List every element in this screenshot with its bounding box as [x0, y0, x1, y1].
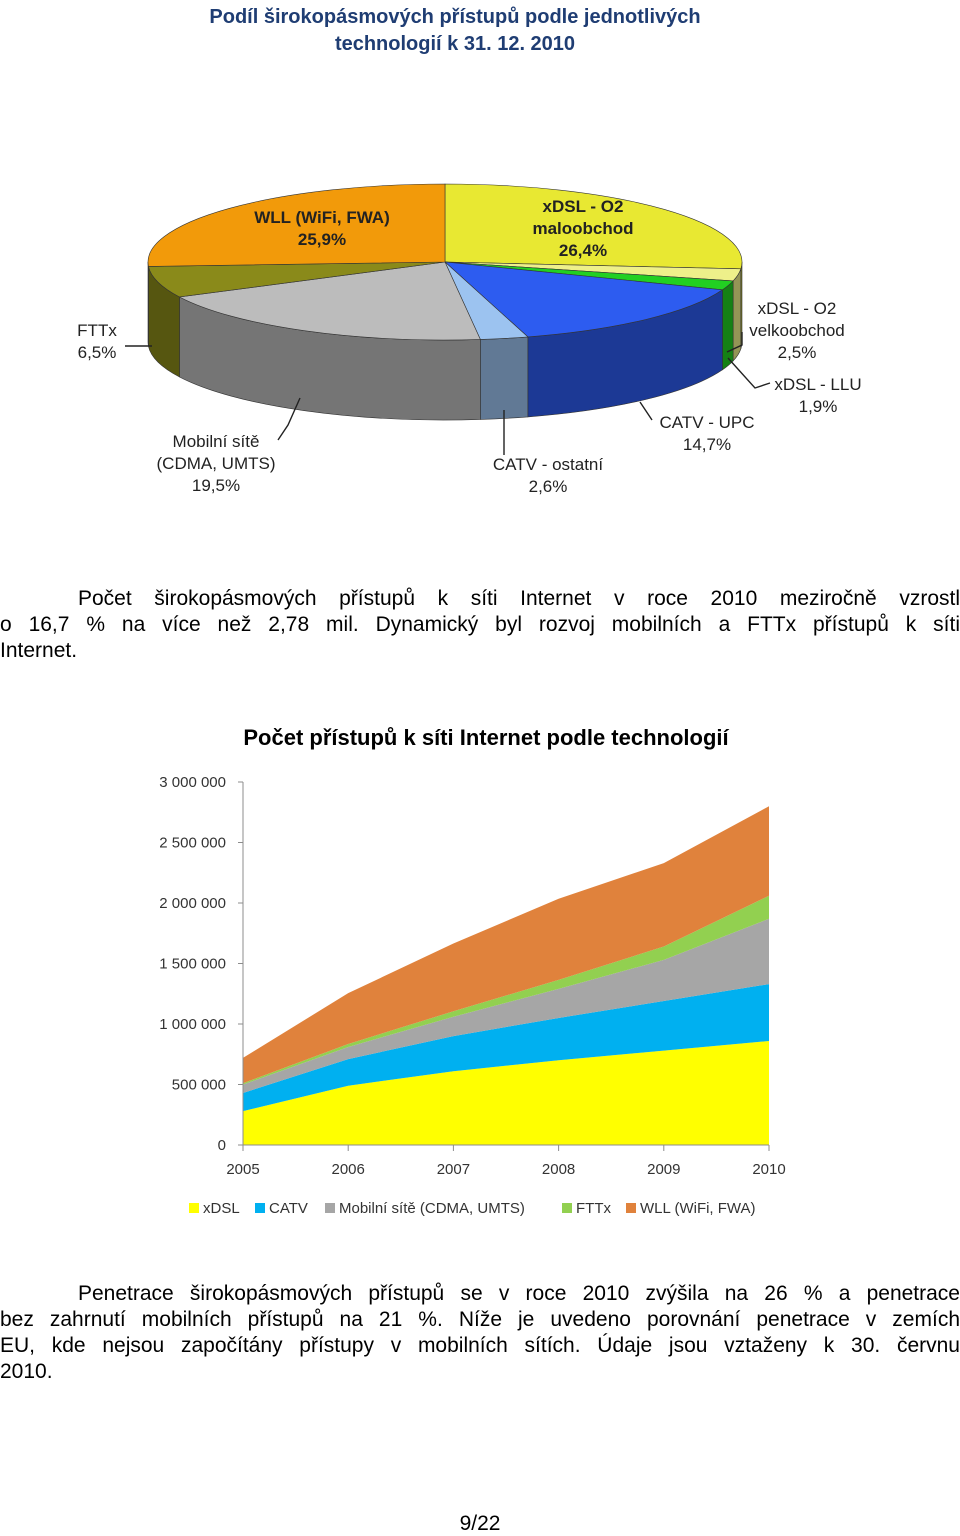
x-tick-label: 2009: [647, 1161, 680, 1178]
pie-label: xDSL - LLU: [774, 375, 861, 394]
legend-label: FTTx: [576, 1200, 611, 1217]
pie-leader-line: [728, 358, 770, 388]
page-number: 9/22: [0, 1512, 960, 1536]
pie-label: (CDMA, UMTS): [157, 454, 276, 473]
pie-label: velkoobchod: [749, 321, 844, 340]
pie-label: 2,6%: [529, 477, 568, 496]
legend-swatch: [189, 1203, 199, 1213]
legend-swatch: [626, 1203, 636, 1213]
pie-label: 1,9%: [799, 397, 838, 416]
pie-label: 2,5%: [778, 343, 817, 362]
pie-label: FTTx: [77, 321, 117, 340]
y-tick-label: 1 500 000: [159, 956, 226, 973]
pie-label: CATV - ostatní: [493, 455, 603, 474]
pie-label: WLL (WiFi, FWA): [254, 208, 390, 227]
x-tick-label: 2006: [332, 1161, 365, 1178]
pie-label: xDSL - O2: [758, 299, 837, 318]
area-chart-title: Počet přístupů k síti Internet podle tec…: [243, 725, 729, 750]
paragraph-line: Počet širokopásmových přístupů k síti In…: [0, 586, 960, 612]
x-tick-label: 2007: [437, 1161, 470, 1178]
legend-swatch: [255, 1203, 265, 1213]
pie-label: 26,4%: [559, 241, 607, 260]
legend-label: CATV: [269, 1200, 308, 1217]
paragraph-line: 2010.: [0, 1359, 960, 1385]
paragraph-broadband-growth: Počet širokopásmových přístupů k síti In…: [0, 586, 960, 664]
y-tick-label: 500 000: [172, 1077, 226, 1094]
x-tick-label: 2008: [542, 1161, 575, 1178]
pie-chart: Podíl širokopásmových přístupů podle jed…: [0, 0, 960, 560]
legend-swatch: [325, 1203, 335, 1213]
legend-label: Mobilní sítě (CDMA, UMTS): [339, 1200, 525, 1217]
x-tick-label: 2010: [752, 1161, 785, 1178]
paragraph-line: Penetrace širokopásmových přístupů se v …: [0, 1281, 960, 1307]
pie-slice-side: [480, 337, 527, 420]
pie-label: 19,5%: [192, 476, 240, 495]
pie-slice-side: [722, 281, 733, 370]
paragraph-line: bez zahrnutí mobilních přístupů na 21 %.…: [0, 1307, 960, 1333]
y-tick-label: 2 000 000: [159, 895, 226, 912]
pie-label: maloobchod: [532, 219, 633, 238]
pie-label: 14,7%: [683, 435, 731, 454]
y-tick-label: 0: [218, 1137, 226, 1154]
paragraph-line: o 16,7 % na více než 2,78 mil. Dynamický…: [0, 612, 960, 638]
pie-label: xDSL - O2: [543, 197, 624, 216]
paragraph-line: Internet.: [0, 638, 960, 664]
area-chart: Počet přístupů k síti Internet podle tec…: [0, 710, 960, 1230]
legend-swatch: [562, 1203, 572, 1213]
pie-label: CATV - UPC: [659, 413, 754, 432]
y-tick-label: 1 000 000: [159, 1016, 226, 1033]
pie-label: 25,9%: [298, 230, 346, 249]
pie-label: 6,5%: [78, 343, 117, 362]
y-tick-label: 3 000 000: [159, 774, 226, 791]
area-legend: xDSL CATV Mobilní sítě (CDMA, UMTS) FTTx WLL…: [189, 1200, 756, 1217]
y-tick-label: 2 500 000: [159, 835, 226, 852]
pie-label: Mobilní sítě: [173, 432, 260, 451]
pie-title: Podíl širokopásmových přístupů podle jed…: [209, 6, 700, 28]
pie-title: technologií k 31. 12. 2010: [335, 33, 575, 55]
area-series-group: [243, 806, 769, 1145]
pie-top: [148, 184, 742, 340]
pie-leader-line: [640, 402, 652, 420]
paragraph-penetration: Penetrace širokopásmových přístupů se v …: [0, 1281, 960, 1385]
legend-label: WLL (WiFi, FWA): [640, 1200, 756, 1217]
legend-label: xDSL: [203, 1200, 240, 1217]
x-tick-label: 2005: [226, 1161, 259, 1178]
paragraph-line: EU, kde nejsou započítány přístupy v mob…: [0, 1333, 960, 1359]
